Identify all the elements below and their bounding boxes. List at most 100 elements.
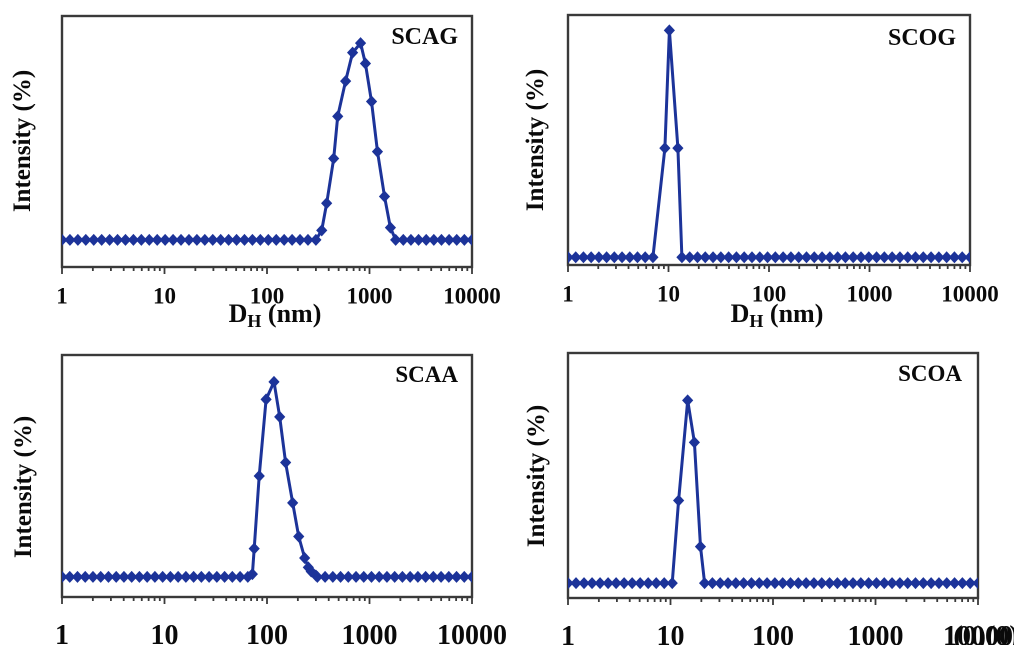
data-point-diamond — [925, 251, 937, 264]
data-point-diamond — [310, 233, 322, 246]
data-point-diamond — [79, 570, 91, 583]
x-tick-label: 10000 — [941, 281, 999, 306]
data-point-diamond — [133, 570, 146, 583]
data-point-diamond — [299, 552, 311, 565]
data-point-diamond — [319, 570, 331, 583]
data-point-diamond — [427, 570, 439, 583]
data-point-diamond — [663, 24, 675, 37]
data-point-diamond — [191, 233, 203, 246]
x-tick-label: 1 — [56, 283, 68, 308]
data-point-diamond — [642, 577, 654, 590]
data-point-diamond — [870, 251, 883, 264]
data-point-diamond — [706, 577, 718, 590]
data-point-diamond — [847, 577, 859, 590]
data-point-diamond — [956, 251, 968, 264]
data-point-diamond — [254, 233, 266, 246]
data-point-diamond — [373, 570, 385, 583]
data-point-diamond — [964, 577, 976, 590]
data-point-diamond — [311, 570, 323, 583]
data-point-diamond — [839, 251, 852, 264]
x-tick-label: 1000 — [848, 621, 904, 645]
data-point-diamond — [684, 251, 696, 264]
x-tick-label: 10 — [153, 283, 176, 308]
data-point-diamond — [359, 57, 372, 70]
data-point-diamond — [328, 152, 340, 165]
data-point-diamond — [157, 570, 169, 583]
data-point-diamond — [365, 95, 378, 108]
data-point-diamond — [831, 577, 843, 590]
data-point-diamond — [278, 233, 290, 246]
data-point-diamond — [230, 233, 243, 246]
data-point-diamond — [294, 233, 306, 246]
data-point-diamond — [262, 233, 274, 246]
plot-border — [60, 14, 474, 269]
data-point-diamond — [745, 577, 758, 590]
data-point-diamond — [610, 577, 622, 590]
data-point-diamond — [626, 577, 638, 590]
data-point-diamond — [730, 577, 742, 590]
data-point-diamond — [365, 570, 378, 583]
x-tick-label: 10 — [151, 620, 179, 645]
data-point-diamond — [87, 570, 99, 583]
data-point-diamond — [443, 570, 455, 583]
data-point-diamond — [808, 577, 820, 590]
data-point-diamond — [253, 470, 265, 482]
data-point-diamond — [246, 233, 259, 246]
data-point-diamond — [832, 251, 844, 264]
x-tick-label: 1000 — [347, 283, 393, 308]
data-point-diamond — [64, 233, 76, 246]
data-point-diamond — [215, 233, 227, 246]
x-tick-label: 1000 — [342, 620, 398, 645]
data-point-diamond — [925, 577, 937, 590]
data-point-diamond — [707, 251, 719, 264]
data-point-diamond — [941, 251, 953, 264]
data-point-diamond — [95, 570, 107, 583]
data-point-diamond — [119, 233, 132, 246]
data-point-diamond — [624, 251, 636, 264]
data-point-diamond — [738, 251, 750, 264]
data-line — [568, 398, 978, 585]
y-axis-label: Intensity (%) — [522, 69, 549, 211]
data-point-diamond — [183, 233, 195, 246]
data-point-diamond — [594, 577, 606, 590]
data-point-diamond — [808, 251, 820, 264]
data-point-diamond — [268, 375, 280, 388]
data-point-diamond — [761, 251, 774, 264]
data-point-diamond — [450, 570, 463, 583]
data-point-diamond — [933, 251, 945, 264]
data-series — [62, 37, 472, 246]
x-tick-label: 100 — [250, 283, 285, 308]
data-point-diamond — [941, 577, 953, 590]
data-point-diamond — [280, 456, 292, 469]
data-point-diamond — [302, 233, 314, 246]
data-point-diamond — [270, 233, 282, 246]
data-point-diamond — [878, 577, 890, 590]
data-point-diamond — [658, 577, 670, 590]
data-point-diamond — [466, 570, 472, 583]
data-point-diamond — [618, 577, 630, 590]
data-point-diamond — [647, 251, 659, 264]
data-point-diamond — [616, 251, 628, 264]
data-point-diamond — [746, 251, 758, 264]
data-point-diamond — [855, 577, 867, 590]
data-point-diamond — [180, 570, 192, 583]
data-point-diamond — [800, 251, 813, 264]
data-point-diamond — [327, 570, 339, 583]
data-point-diamond — [577, 251, 590, 264]
data-point-diamond — [218, 570, 231, 583]
data-point-diamond — [332, 110, 344, 123]
x-axis-label: DH (nm) — [731, 299, 824, 331]
data-point-diamond — [878, 251, 890, 264]
data-point-diamond — [948, 251, 961, 264]
data-point-diamond — [293, 530, 305, 543]
x-tick-label: 100 — [752, 281, 787, 306]
data-point-diamond — [682, 394, 694, 407]
data-point-diamond — [420, 233, 432, 246]
panel-title: SCAG — [391, 24, 458, 50]
data-point-diamond — [855, 251, 867, 264]
data-point-diamond — [608, 251, 620, 264]
data-point-diamond — [111, 233, 124, 246]
data-point-diamond — [570, 577, 582, 590]
data-point-diamond — [816, 251, 828, 264]
data-point-diamond — [458, 570, 470, 583]
